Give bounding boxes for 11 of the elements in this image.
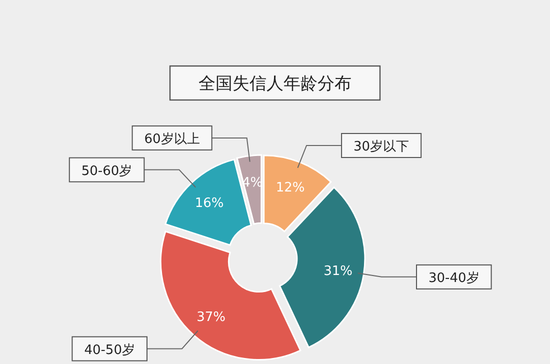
slice-label: 30-40岁: [428, 270, 480, 286]
data-label: 31%: [324, 264, 353, 280]
slice-label: 40-50岁: [84, 342, 135, 358]
title: 全国失信人年龄分布: [169, 65, 381, 101]
data-label: 16%: [194, 196, 224, 211]
slice-label: 60岁以上: [144, 132, 200, 147]
slice-label: 50-60岁: [81, 164, 132, 179]
slice-label: 30岁以下: [354, 139, 410, 154]
data-label: 37%: [196, 310, 226, 325]
chart-title: 全国失信人年龄分布: [198, 74, 352, 94]
data-label: 12%: [276, 180, 305, 196]
